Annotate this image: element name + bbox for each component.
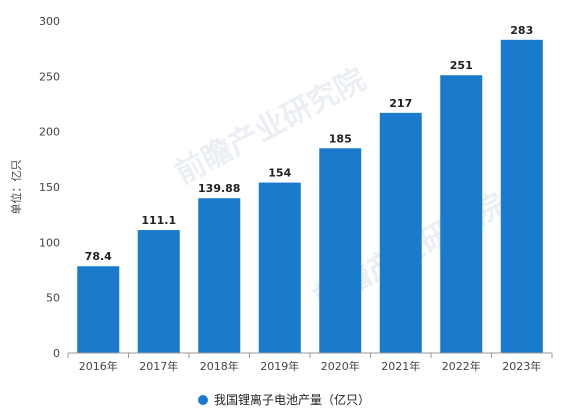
legend-marker <box>198 395 208 405</box>
data-label: 78.4 <box>85 250 112 263</box>
x-tick-label: 2022年 <box>442 359 481 373</box>
y-tick-label: 300 <box>39 15 60 28</box>
legend: 我国锂离子电池产量（亿只） <box>198 392 370 407</box>
y-axis-ticks: 0 50 100 150 200 250 300 <box>39 15 60 360</box>
x-tick-label: 2019年 <box>260 359 299 373</box>
data-label: 111.1 <box>141 214 176 227</box>
x-tick-label: 2021年 <box>381 359 420 373</box>
bars <box>77 39 543 354</box>
bar <box>137 230 180 353</box>
x-tick-label: 2017年 <box>139 359 178 373</box>
data-label: 139.88 <box>198 182 240 195</box>
bar <box>440 75 483 353</box>
bar <box>319 148 362 353</box>
bar <box>379 112 422 353</box>
y-tick-label: 150 <box>39 181 60 194</box>
data-label: 154 <box>268 167 291 180</box>
y-axis-label: 单位：亿只 <box>9 160 23 215</box>
x-tick-label: 2023年 <box>502 359 541 373</box>
y-tick-label: 250 <box>39 70 60 83</box>
x-tick-label: 2018年 <box>200 359 239 373</box>
legend-label: 我国锂离子电池产量（亿只） <box>214 392 370 407</box>
data-label: 217 <box>389 97 412 110</box>
y-tick-label: 100 <box>39 236 60 249</box>
x-tick-label: 2020年 <box>321 359 360 373</box>
y-tick-label: 50 <box>46 292 60 305</box>
y-tick-label: 200 <box>39 126 60 139</box>
x-tick-label: 2016年 <box>79 359 118 373</box>
x-axis-ticks: 2016年 2017年 2018年 2019年 2020年 2021年 2022年 2023年 <box>67 353 553 373</box>
data-label: 251 <box>450 59 473 72</box>
y-tick-label: 0 <box>53 347 60 360</box>
data-label: 283 <box>510 24 533 37</box>
bar <box>500 39 543 354</box>
data-label: 185 <box>329 132 352 145</box>
bar <box>77 266 120 353</box>
data-labels: 78.4 111.1 139.88 154 185 217 251 283 <box>85 24 534 263</box>
bar <box>198 198 241 353</box>
bar <box>258 182 301 353</box>
